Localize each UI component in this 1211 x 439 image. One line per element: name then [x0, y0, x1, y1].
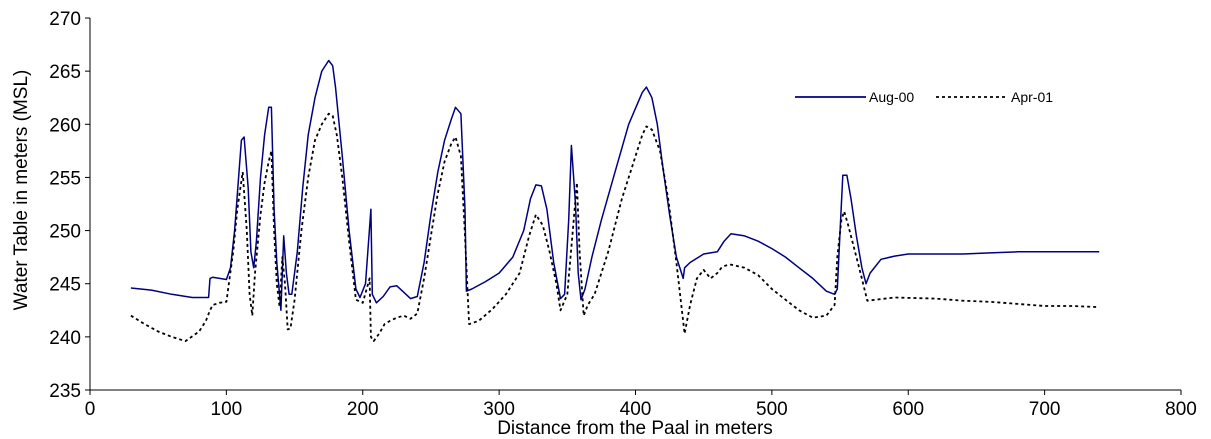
y-tick-label: 240 — [49, 328, 81, 349]
x-tick-label: 700 — [1029, 399, 1061, 420]
x-tick-label: 300 — [483, 399, 515, 420]
x-tick-label: 0 — [85, 399, 96, 420]
y-tick-label: 270 — [49, 9, 81, 30]
legend-label-1: Aug-00 — [869, 89, 914, 105]
y-tick-label: 250 — [49, 222, 81, 243]
x-tick-label: 500 — [756, 399, 788, 420]
x-tick-label: 400 — [620, 399, 652, 420]
y-tick-label: 255 — [49, 168, 81, 189]
y-tick-label: 245 — [49, 275, 81, 296]
y-axis-title: Water Table in meters (MSL) — [11, 70, 32, 311]
x-tick-label: 800 — [1165, 399, 1197, 420]
x-axis-title: Distance from the Paal in meters — [497, 418, 773, 439]
series-line-2 — [130, 112, 1100, 343]
series-line-1 — [130, 59, 1100, 312]
x-tick-label: 600 — [892, 399, 924, 420]
plot-area — [130, 59, 1100, 343]
y-tick-label: 260 — [49, 115, 81, 136]
y-tick-label: 235 — [49, 381, 81, 402]
x-tick-label: 100 — [211, 399, 243, 420]
y-tick-label: 265 — [49, 62, 81, 83]
x-tick-label: 200 — [347, 399, 379, 420]
axes: 235 240 245 250 255 260 265 270 0 100 200 300 400 500… — [49, 9, 1197, 420]
legend: Aug-00 Apr-01 — [795, 89, 1053, 105]
legend-label-2: Apr-01 — [1011, 89, 1053, 105]
